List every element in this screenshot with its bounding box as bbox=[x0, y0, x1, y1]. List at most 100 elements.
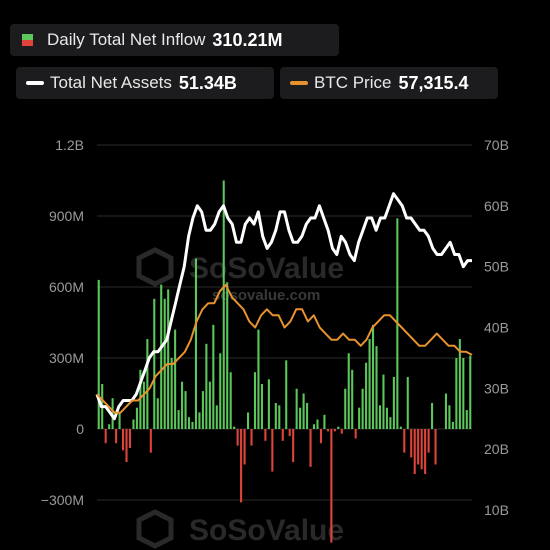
right-tick-label: 30B bbox=[484, 380, 509, 396]
inflow-bar bbox=[424, 429, 427, 474]
inflow-bars bbox=[97, 180, 472, 543]
inflow-bar bbox=[458, 339, 461, 429]
inflow-bar bbox=[451, 421, 454, 429]
inflow-bar bbox=[194, 258, 197, 429]
left-tick-label: 1.2B bbox=[55, 137, 84, 153]
inflow-bar bbox=[399, 426, 402, 429]
inflow-bar bbox=[198, 412, 201, 429]
inflow-bar bbox=[469, 355, 472, 429]
inflow-bar bbox=[354, 429, 357, 439]
inflow-bar bbox=[385, 407, 388, 429]
inflow-bar bbox=[434, 429, 437, 465]
inflow-bar bbox=[240, 429, 243, 503]
inflow-bar bbox=[104, 429, 107, 444]
left-tick-label: 900M bbox=[49, 208, 84, 224]
inflow-bar bbox=[257, 329, 260, 429]
inflow-bar bbox=[167, 289, 170, 429]
inflow-bar bbox=[378, 405, 382, 429]
inflow-bar bbox=[201, 391, 204, 429]
legend-inflow-label: Daily Total Net Inflow bbox=[47, 30, 206, 49]
inflow-bar bbox=[163, 298, 166, 429]
inflow-swatch-icon bbox=[22, 34, 33, 46]
inflow-bar bbox=[128, 429, 132, 448]
inflow-bar bbox=[326, 429, 329, 432]
inflow-bar bbox=[382, 374, 385, 429]
inflow-bar bbox=[312, 424, 316, 429]
watermark-logo-icon bbox=[136, 247, 174, 287]
watermarks: SoSoValue sosovalue.com SoSoValue bbox=[136, 247, 344, 549]
inflow-bar bbox=[118, 412, 121, 429]
inflow-bar bbox=[403, 429, 406, 453]
right-axis: 70B 60B 50B 40B 30B 20B 10B bbox=[484, 137, 509, 518]
inflow-bar bbox=[271, 429, 274, 472]
watermark-brand-2: SoSoValue bbox=[189, 514, 344, 547]
inflow-bar bbox=[111, 398, 114, 429]
inflow-bar bbox=[302, 393, 305, 429]
inflow-bar bbox=[177, 410, 180, 429]
inflow-bar bbox=[392, 376, 395, 429]
inflow-bar bbox=[226, 282, 229, 429]
inflow-bar bbox=[323, 414, 326, 429]
inflow-bar bbox=[115, 429, 118, 444]
inflow-bar bbox=[215, 405, 218, 429]
inflow-bar bbox=[295, 388, 298, 429]
inflow-bar bbox=[361, 388, 364, 429]
inflow-bar bbox=[122, 429, 125, 451]
inflow-bar bbox=[448, 405, 451, 429]
btc-line-swatch-icon bbox=[290, 81, 308, 85]
inflow-bar bbox=[247, 412, 250, 429]
right-tick-label: 10B bbox=[484, 502, 509, 518]
inflow-bar bbox=[236, 429, 239, 446]
inflow-bar bbox=[347, 353, 350, 429]
inflow-bar bbox=[135, 407, 138, 429]
left-axis: 1.2B 900M 600M 300M 0 −300M bbox=[41, 137, 84, 508]
inflow-bar bbox=[306, 402, 309, 429]
inflow-bar bbox=[125, 429, 128, 463]
inflow-bar bbox=[389, 417, 392, 429]
right-tick-label: 50B bbox=[484, 259, 509, 275]
inflow-bar bbox=[427, 429, 430, 453]
legend-btc-label: BTC Price bbox=[314, 73, 392, 92]
inflow-bar bbox=[330, 429, 333, 543]
left-tick-label: 300M bbox=[49, 350, 84, 366]
inflow-bar bbox=[358, 407, 361, 429]
inflow-bar bbox=[132, 419, 135, 429]
right-tick-label: 40B bbox=[484, 320, 509, 336]
inflow-bar bbox=[337, 426, 340, 429]
legend-inflow[interactable]: Daily Total Net Inflow 310.21M bbox=[10, 24, 339, 56]
inflow-bar bbox=[153, 298, 156, 429]
left-tick-label: 0 bbox=[76, 421, 84, 437]
inflow-bar bbox=[97, 279, 100, 429]
watermark-site: sosovalue.com bbox=[212, 287, 320, 304]
inflow-bar bbox=[410, 429, 413, 458]
inflow-bar bbox=[455, 358, 458, 429]
right-tick-label: 60B bbox=[484, 198, 509, 214]
inflow-bar bbox=[160, 284, 163, 429]
inflow-bar bbox=[333, 429, 336, 432]
inflow-bar bbox=[264, 429, 267, 441]
total-net-assets-line bbox=[95, 192, 472, 421]
inflow-bar bbox=[108, 424, 111, 429]
left-tick-label: −300M bbox=[41, 492, 84, 508]
inflow-bar bbox=[406, 376, 409, 429]
legend-btc[interactable]: BTC Price 57,315.4 bbox=[280, 67, 498, 99]
legend-inflow-value: 310.21M bbox=[212, 29, 283, 50]
inflow-bar bbox=[274, 402, 277, 429]
legend-assets[interactable]: Total Net Assets 51.34B bbox=[16, 67, 274, 99]
inflow-bar bbox=[351, 369, 354, 429]
inflow-bar bbox=[340, 429, 343, 434]
inflow-bar bbox=[285, 360, 288, 429]
inflow-bar bbox=[462, 358, 465, 429]
inflow-bar bbox=[174, 329, 177, 429]
inflow-bar bbox=[260, 384, 263, 429]
inflow-bar bbox=[250, 429, 253, 446]
inflow-bar bbox=[149, 429, 152, 453]
inflow-bar bbox=[142, 381, 145, 429]
inflow-bar bbox=[156, 398, 159, 429]
inflow-bar bbox=[375, 346, 378, 429]
inflow-bar bbox=[267, 379, 270, 429]
inflow-bar bbox=[431, 402, 434, 429]
inflow-bar bbox=[187, 417, 191, 429]
right-tick-label: 70B bbox=[484, 137, 509, 153]
